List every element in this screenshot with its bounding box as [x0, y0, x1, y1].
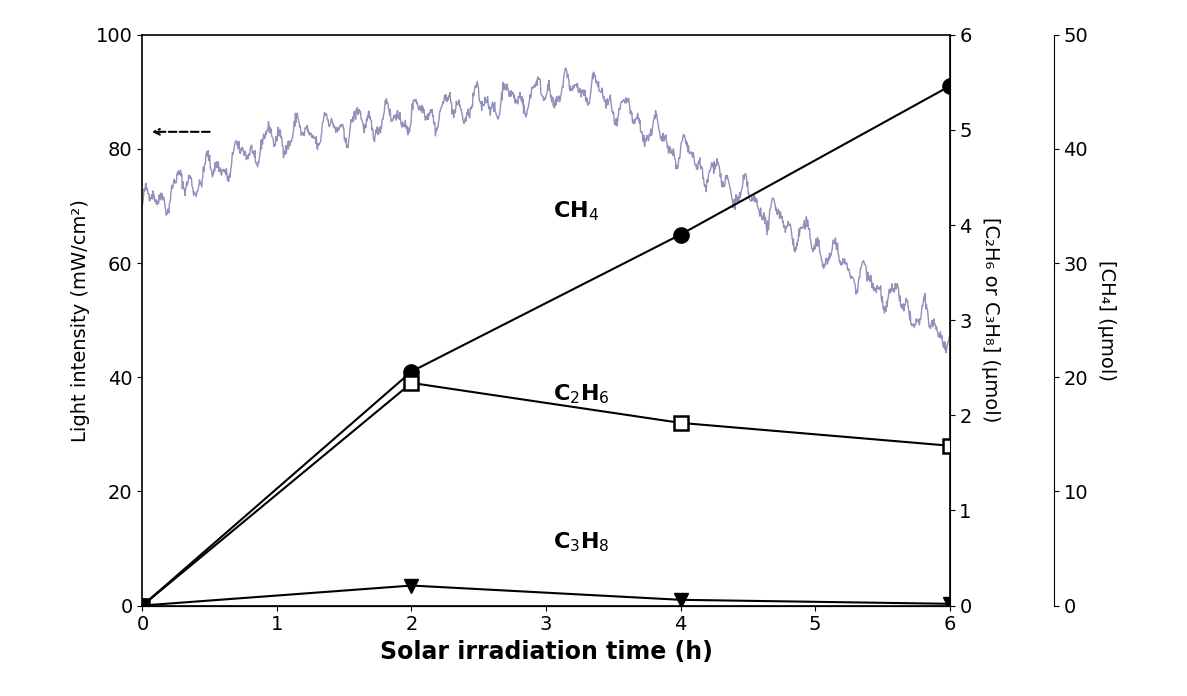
Y-axis label: Light intensity (mW/cm²): Light intensity (mW/cm²): [71, 199, 90, 441]
Text: C$_3$H$_8$: C$_3$H$_8$: [553, 530, 609, 554]
X-axis label: Solar irradiation time (h): Solar irradiation time (h): [380, 640, 712, 664]
Y-axis label: [CH₄] (μmol): [CH₄] (μmol): [1097, 260, 1116, 381]
Text: CH$_4$: CH$_4$: [553, 200, 599, 223]
Y-axis label: [C₂H₆ or C₃H₈] (μmol): [C₂H₆ or C₃H₈] (μmol): [980, 217, 999, 423]
Text: C$_2$H$_6$: C$_2$H$_6$: [553, 382, 609, 406]
